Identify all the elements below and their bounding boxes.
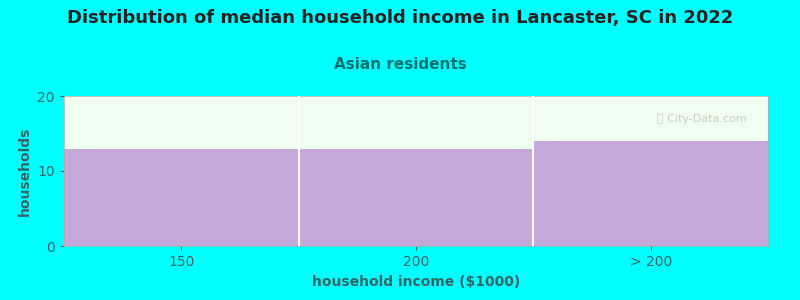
Text: Asian residents: Asian residents [334,57,466,72]
Text: Ⓣ City-Data.com: Ⓣ City-Data.com [657,114,747,124]
Text: Distribution of median household income in Lancaster, SC in 2022: Distribution of median household income … [67,9,733,27]
X-axis label: household income ($1000): household income ($1000) [312,274,520,289]
Y-axis label: households: households [18,126,32,216]
